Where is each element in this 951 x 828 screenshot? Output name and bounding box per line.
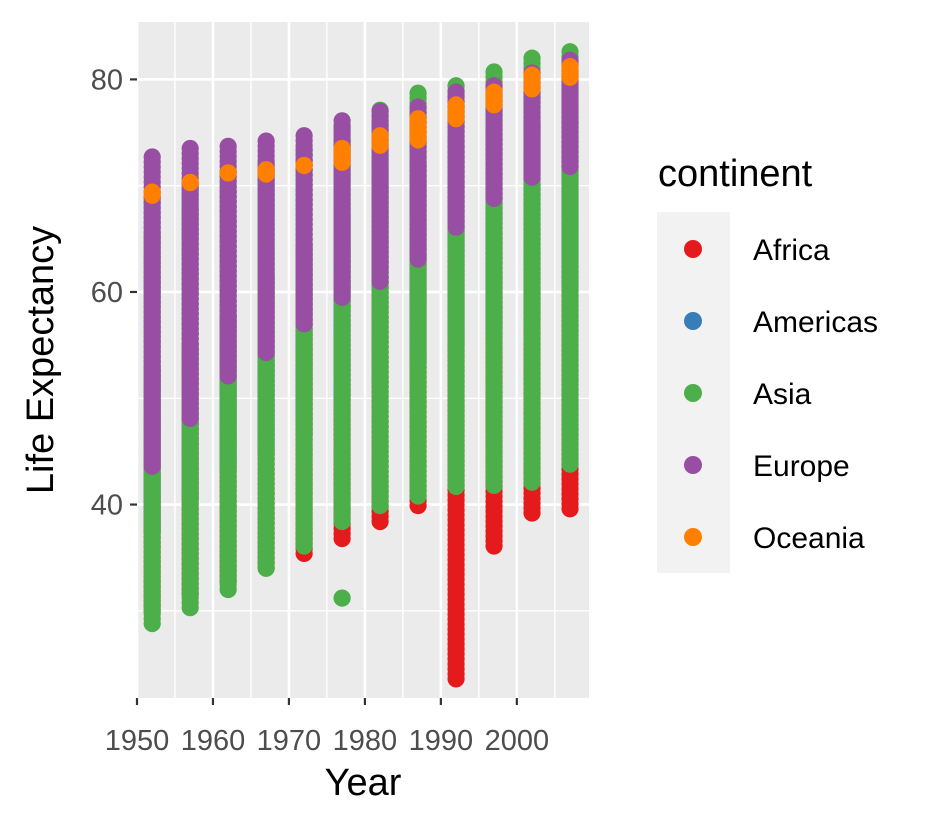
x-tick-label: 1990 xyxy=(409,725,474,757)
data-point xyxy=(447,83,465,101)
x-tick-label: 1980 xyxy=(333,725,398,757)
legend: continent Africa Americas Asia Europe Oceani… xyxy=(657,153,878,573)
data-point xyxy=(561,58,579,76)
data-point xyxy=(295,156,313,175)
data-point xyxy=(257,132,275,150)
y-tick-label: 60 xyxy=(91,277,123,309)
x-tick-label: 1950 xyxy=(105,725,170,757)
legend-key xyxy=(684,528,702,546)
legend-label: Americas xyxy=(753,306,878,339)
data-point xyxy=(447,96,465,114)
data-point xyxy=(295,127,313,145)
legend-label: Europe xyxy=(753,450,850,483)
data-point xyxy=(371,127,389,145)
data-point xyxy=(409,110,427,128)
data-points xyxy=(143,43,579,688)
data-point xyxy=(143,148,161,166)
legend-items: Africa Americas Asia Europe Oceania xyxy=(684,234,878,555)
panel-background xyxy=(137,22,589,698)
data-point xyxy=(523,66,541,84)
data-point xyxy=(219,137,237,155)
legend-label: Africa xyxy=(753,234,830,267)
data-point xyxy=(409,84,427,102)
x-axis-title: Year xyxy=(325,762,402,804)
legend-key xyxy=(684,384,702,402)
legend-key xyxy=(684,456,702,474)
data-point xyxy=(371,102,389,120)
data-point xyxy=(333,589,351,607)
y-axis-title: Life Expectancy xyxy=(20,226,62,494)
axes: 1950 1960 1970 1980 1990 2000 40 60 80 xyxy=(91,64,549,757)
data-point xyxy=(143,183,161,201)
data-point xyxy=(257,161,275,179)
x-tick-label: 1970 xyxy=(257,725,322,757)
data-point xyxy=(219,164,237,182)
y-tick-label: 80 xyxy=(91,64,123,96)
data-point xyxy=(485,83,503,101)
y-tick-label: 40 xyxy=(91,490,123,522)
x-tick-label: 1960 xyxy=(181,725,246,757)
x-tick-label: 2000 xyxy=(485,725,550,757)
data-point xyxy=(523,49,541,67)
data-point xyxy=(333,139,351,158)
legend-key xyxy=(684,240,702,258)
legend-key xyxy=(684,312,702,330)
data-point xyxy=(333,112,351,130)
data-point xyxy=(485,63,503,81)
legend-label: Oceania xyxy=(753,522,865,555)
legend-title: continent xyxy=(658,153,813,195)
data-point xyxy=(181,173,199,192)
legend-label: Asia xyxy=(753,378,812,411)
data-point xyxy=(181,139,199,158)
grid-major xyxy=(135,22,589,698)
